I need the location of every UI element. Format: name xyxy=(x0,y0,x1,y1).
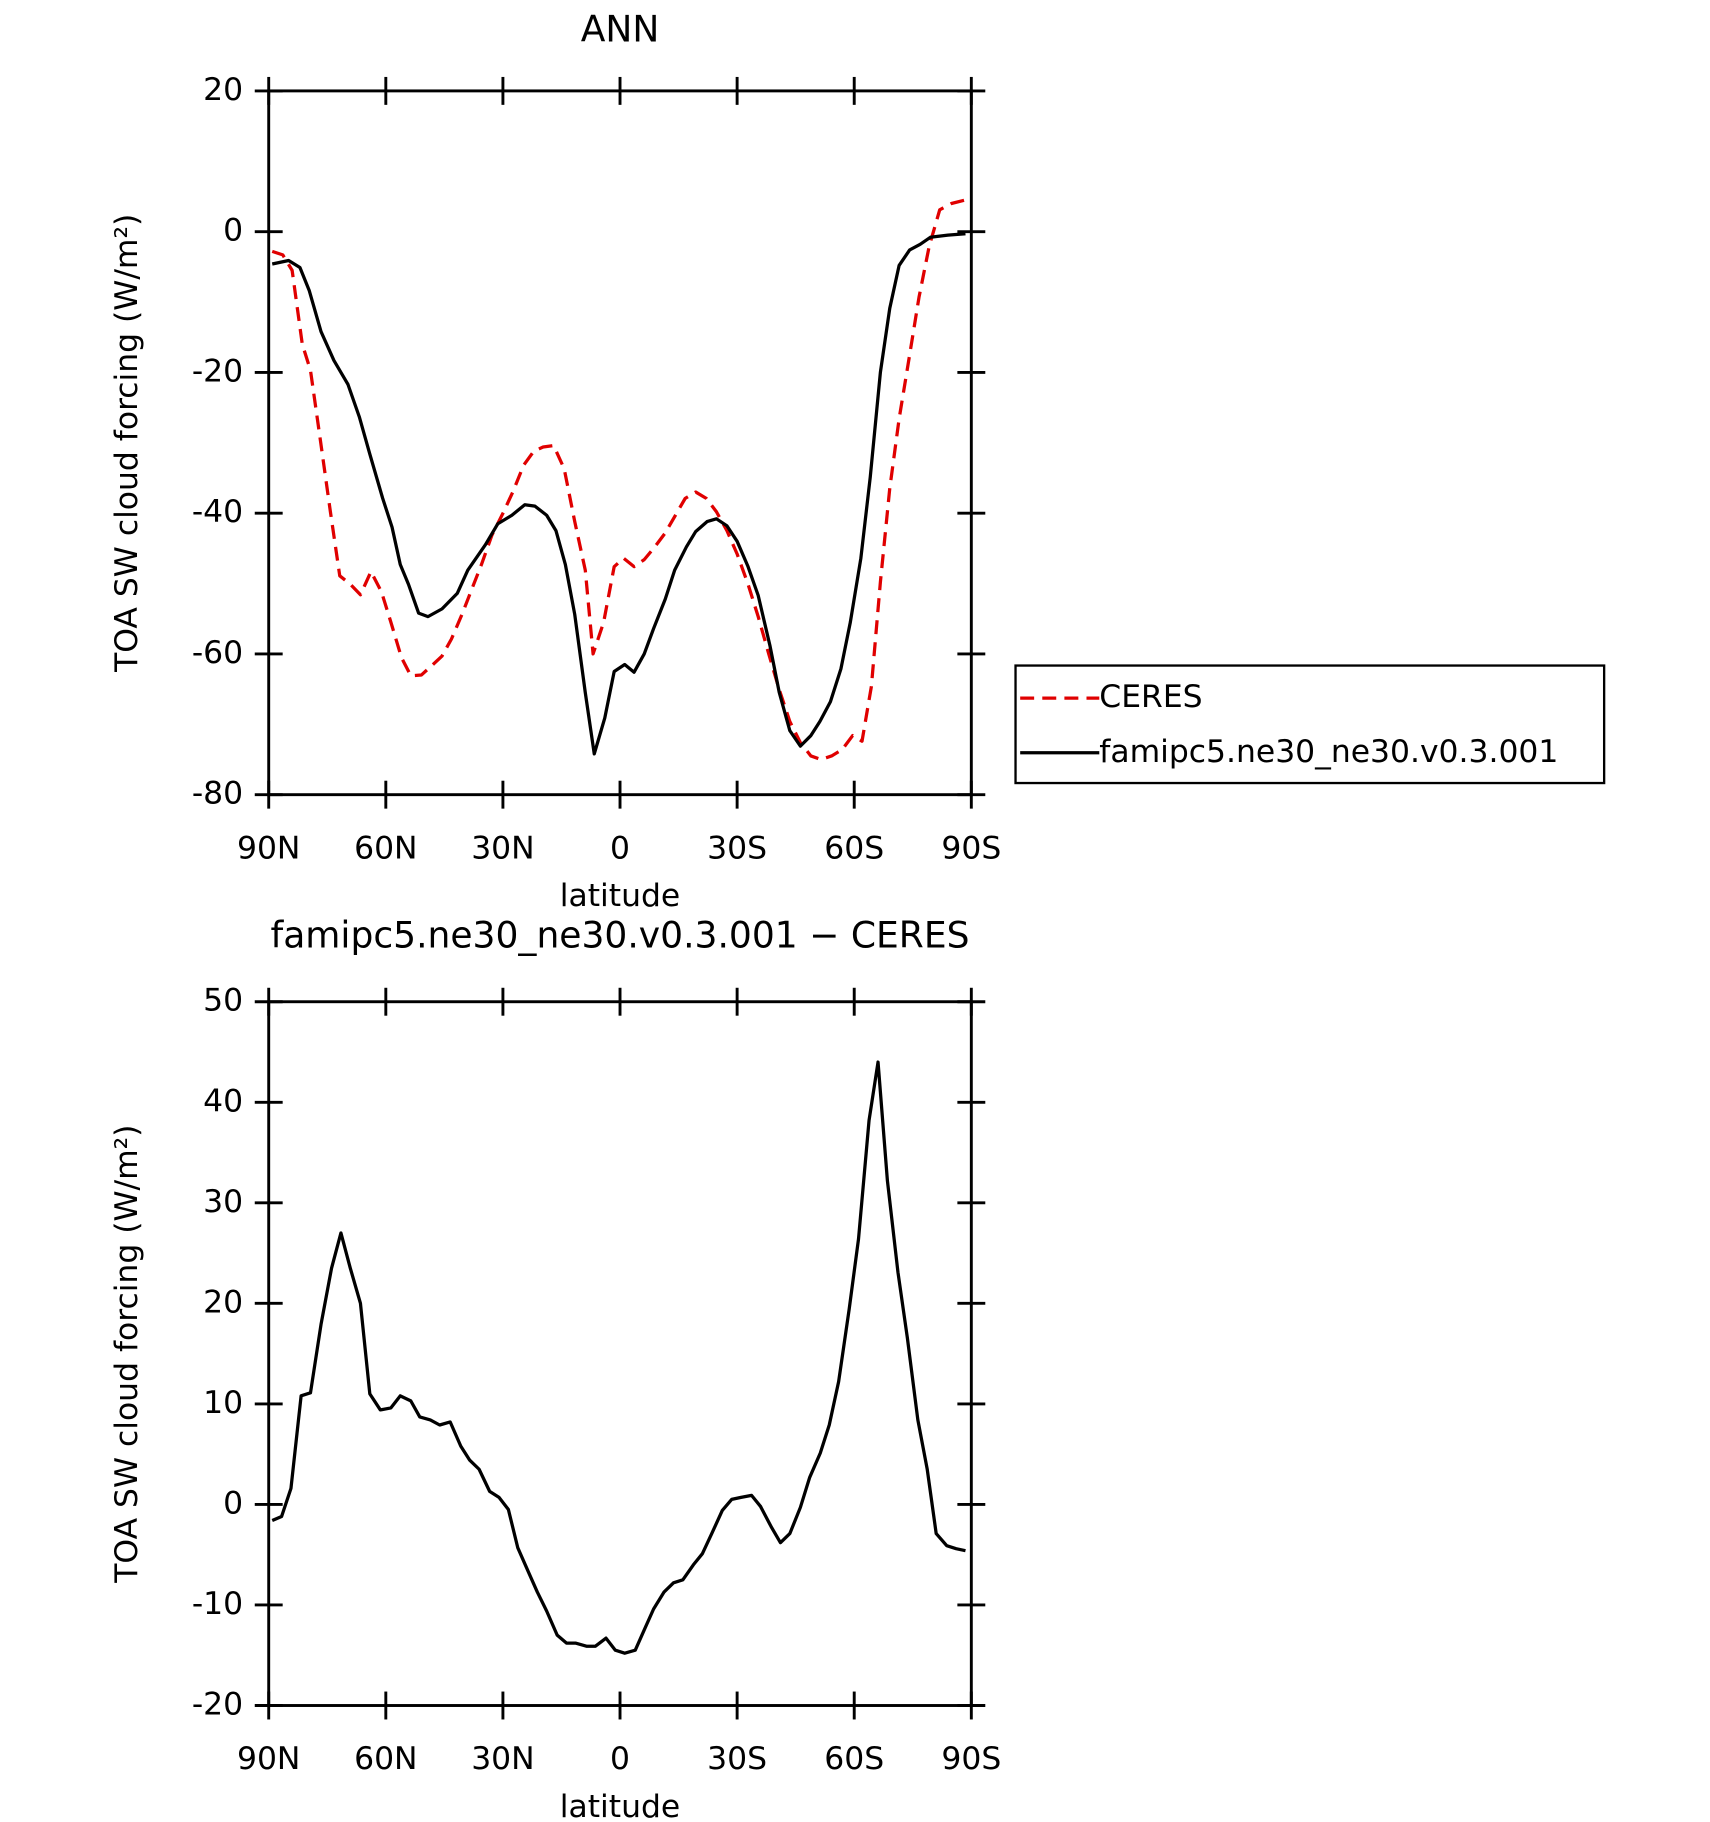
legend: CERES famipc5.ne30_ne30.v0.3.001 xyxy=(1014,664,1606,785)
y-tick-label: 40 xyxy=(203,1083,243,1119)
x-tick-label: 30N xyxy=(471,830,534,866)
x-tick-label: 90N xyxy=(237,830,300,866)
chart-title: famipc5.ne30_ne30.v0.3.001 − CERES xyxy=(271,915,970,957)
y-tick-label: -60 xyxy=(192,635,243,671)
line xyxy=(271,198,966,762)
legend-box xyxy=(1014,664,1606,785)
y-tick-label: 0 xyxy=(223,1485,243,1521)
y-tick-label: -80 xyxy=(192,776,243,812)
panel: ANN 20 0 -20 -40 -60 -80 90N 60N 30N 0 30S 60S 90S lat… xyxy=(109,9,1606,914)
x-tick-label: 30S xyxy=(707,1741,767,1777)
y-tick-label: -40 xyxy=(192,494,243,530)
x-tick-label: 60N xyxy=(354,830,417,866)
x-tick-label: 90N xyxy=(237,1741,300,1777)
x-tick-label: 90S xyxy=(941,830,1001,866)
y-tick-label: 20 xyxy=(203,1284,243,1320)
y-tick-label: 50 xyxy=(203,983,243,1019)
y-tick-label: 30 xyxy=(203,1184,243,1220)
line xyxy=(271,232,966,756)
legend-label: famipc5.ne30_ne30.v0.3.001 xyxy=(1099,734,1558,770)
x-tick-label: 90S xyxy=(941,1741,1001,1777)
y-tick-label: 20 xyxy=(203,72,243,108)
panel: famipc5.ne30_ne30.v0.3.001 − CERES 50 40 30… xyxy=(109,915,1001,1822)
y-axis-label: TOA SW cloud forcing (W/m²) xyxy=(109,214,145,673)
line xyxy=(271,1060,966,1655)
x-tick-label: 30N xyxy=(471,1741,534,1777)
plot-frame xyxy=(267,1000,973,1707)
x-tick-label: 0 xyxy=(610,830,630,866)
plot-frame xyxy=(267,89,973,797)
y-tick-label: -20 xyxy=(192,353,243,389)
x-axis-label: latitude xyxy=(560,1789,680,1822)
x-tick-label: 30S xyxy=(707,830,767,866)
x-tick-label: 0 xyxy=(610,1741,630,1777)
x-tick-label: 60N xyxy=(354,1741,417,1777)
y-tick-label: -10 xyxy=(192,1586,243,1622)
chart-title: ANN xyxy=(581,9,660,51)
y-axis-label: TOA SW cloud forcing (W/m²) xyxy=(109,1125,145,1584)
x-tick-label: 60S xyxy=(824,1741,884,1777)
x-tick-label: 60S xyxy=(824,830,884,866)
legend-label: CERES xyxy=(1099,679,1202,715)
x-axis-label: latitude xyxy=(560,878,680,914)
y-tick-label: -20 xyxy=(192,1687,243,1723)
y-tick-label: 0 xyxy=(223,213,243,249)
y-tick-label: 10 xyxy=(203,1385,243,1421)
